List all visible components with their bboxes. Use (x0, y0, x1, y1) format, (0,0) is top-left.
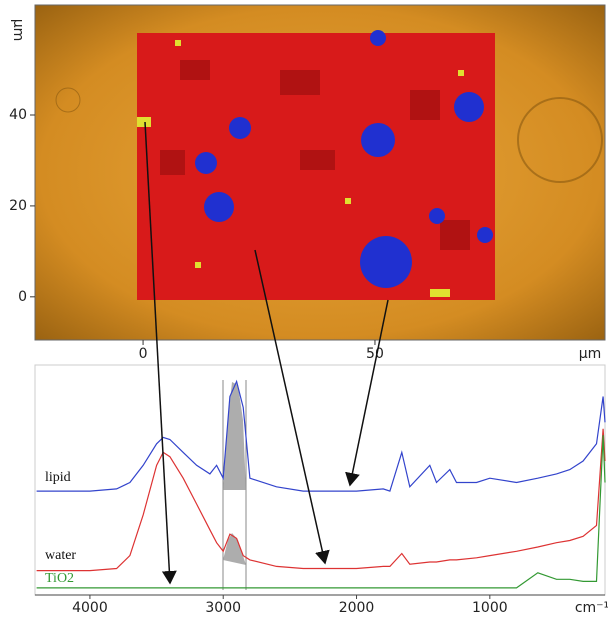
x-axis-label: cm⁻¹ (575, 600, 608, 616)
arrow (345, 299, 389, 487)
spectrum (36, 428, 606, 572)
arrow (144, 121, 177, 585)
series-label: water (45, 548, 76, 563)
map: 0 50 0 20 40 µm µm (9, 4, 606, 362)
x-tick-label: 0 (139, 346, 148, 362)
arrow (254, 249, 330, 565)
y-tick-label: 0 (18, 289, 27, 305)
series-label: lipid (45, 470, 71, 485)
plot-frame (34, 364, 606, 596)
droplet (55, 87, 81, 113)
x-tick-label: 3000 (205, 600, 241, 616)
droplet (517, 97, 603, 183)
x-tick-label: 50 (366, 346, 384, 362)
series-label: TiO2 (45, 571, 74, 586)
spectrum (36, 379, 606, 492)
spectrum (36, 435, 606, 589)
water-domains (195, 30, 493, 288)
band-shade (223, 382, 246, 490)
tio2-pixels (137, 40, 464, 297)
map-frame (34, 4, 606, 341)
y-axis-label: µm (10, 19, 26, 42)
x-tick-label: 1000 (472, 600, 508, 616)
y-tick-label: 40 (9, 107, 27, 123)
y-tick-label: 20 (9, 198, 27, 214)
band-shade (223, 533, 246, 565)
spectra: 4000 3000 2000 1000 cm⁻¹ lipid water TiO2 (34, 364, 608, 616)
x-tick-label: 2000 (339, 600, 375, 616)
arrows (144, 121, 389, 585)
map-texture (160, 60, 470, 250)
spectra-decor (222, 380, 247, 590)
x-tick-label: 4000 (72, 600, 108, 616)
x-axis-label: µm (579, 346, 602, 362)
